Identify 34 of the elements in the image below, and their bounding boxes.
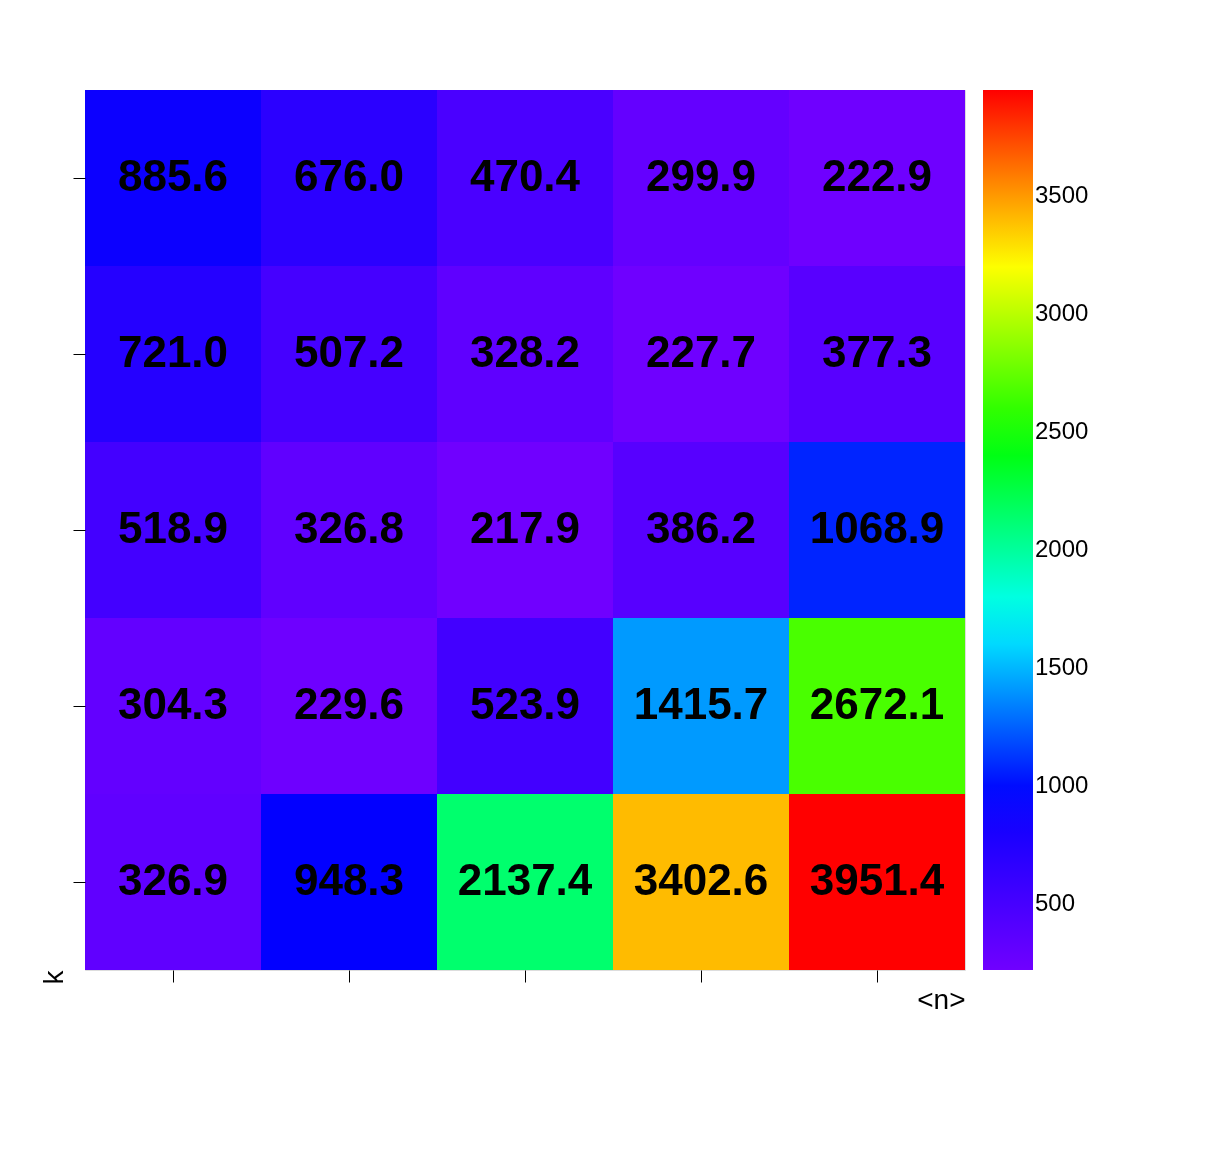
- data-label: 507.2: [293, 327, 405, 376]
- data-label: 2137.4: [457, 855, 593, 904]
- data-label: 386.2: [645, 503, 757, 552]
- data-label: 328.2: [469, 327, 581, 376]
- data-label: 217.9: [469, 503, 581, 552]
- color-bar-label: 500: [1035, 888, 1076, 916]
- data-label: 229.6: [293, 679, 405, 728]
- data-label: 470.4: [469, 151, 581, 200]
- color-bar-label: 1500: [1035, 652, 1089, 680]
- data-label: 326.9: [117, 855, 229, 904]
- data-label: 1415.7: [633, 679, 769, 728]
- data-label: 1068.9: [809, 503, 945, 552]
- data-label: 2672.1: [809, 679, 945, 728]
- data-label: 304.3: [117, 679, 229, 728]
- data-label: 885.6: [117, 151, 229, 200]
- data-label: 227.7: [645, 327, 757, 376]
- data-label: 721.0: [117, 327, 229, 376]
- data-label: 326.8: [293, 503, 405, 552]
- data-label: 948.3: [293, 855, 405, 904]
- color-bar-label: 2500: [1035, 417, 1089, 445]
- x-axis-title: <n>: [917, 984, 966, 1015]
- y-axis-title: k: [38, 969, 69, 985]
- data-label: 3402.6: [633, 855, 769, 904]
- color-bar-label: 1000: [1035, 770, 1089, 798]
- data-label: 3951.4: [809, 855, 945, 904]
- color-bar-label: 3000: [1035, 299, 1089, 327]
- data-label: 299.9: [645, 151, 757, 200]
- data-label: 377.3: [821, 327, 933, 376]
- color-bar-label: 3500: [1035, 181, 1089, 209]
- data-label: 523.9: [469, 679, 581, 728]
- data-label: 676.0: [293, 151, 405, 200]
- data-label: 222.9: [821, 151, 933, 200]
- color-bar-label: 2000: [1035, 534, 1089, 562]
- data-label: 518.9: [117, 503, 229, 552]
